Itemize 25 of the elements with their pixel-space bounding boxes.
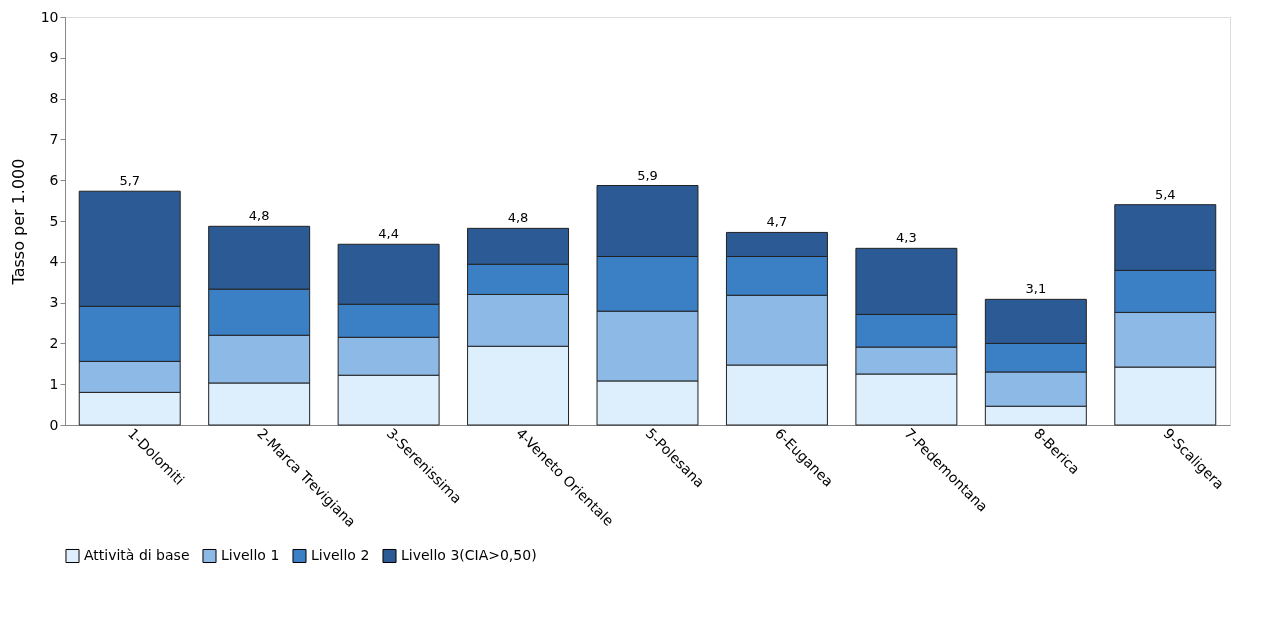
y-tick-label: 5 (49, 212, 59, 229)
legend-label: Livello 1 (221, 546, 280, 563)
y-tick-label: 2 (49, 334, 59, 351)
total-label: 5,7 (119, 173, 141, 189)
legend-label: Attività di base (84, 546, 190, 563)
y-tick-label: 4 (49, 253, 59, 270)
total-label: 4,7 (766, 214, 788, 230)
legend-label: Livello 2 (311, 546, 370, 563)
y-tick-label: 0 (49, 416, 59, 433)
y-tick-label: 3 (49, 294, 59, 311)
y-axis-title: Tasso per 1.000 (8, 158, 28, 286)
y-tick-label: 6 (49, 171, 59, 188)
y-tick-label: 7 (49, 130, 59, 147)
total-label: 4,4 (378, 226, 399, 242)
legend-label: Livello 3(CIA>0,50) (401, 546, 537, 563)
total-label: 4,3 (896, 230, 917, 246)
total-label: 4,8 (248, 208, 270, 224)
total-label: 5,9 (637, 167, 658, 183)
total-label: 5,4 (1154, 186, 1176, 202)
y-tick-label: 1 (49, 375, 59, 392)
y-tick-label: 8 (49, 90, 59, 107)
total-label: 3,1 (1025, 281, 1047, 297)
y-tick-label: 10 (40, 8, 59, 25)
y-tick-label: 9 (49, 49, 59, 66)
total-label: 4,8 (507, 210, 529, 226)
